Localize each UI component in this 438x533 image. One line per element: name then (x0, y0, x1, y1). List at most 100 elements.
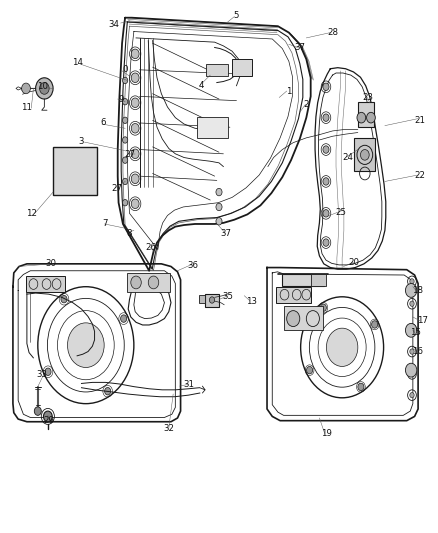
Circle shape (323, 83, 329, 91)
Text: 21: 21 (414, 116, 425, 125)
Circle shape (120, 315, 127, 322)
Circle shape (131, 199, 139, 208)
Text: 35: 35 (222, 292, 233, 301)
Circle shape (410, 371, 414, 376)
Circle shape (61, 295, 67, 303)
Bar (53, 147, 97, 195)
Circle shape (406, 324, 417, 337)
Circle shape (209, 297, 215, 303)
Circle shape (410, 349, 414, 354)
Circle shape (39, 83, 49, 94)
Bar (285, 306, 323, 330)
Text: 37: 37 (220, 229, 231, 238)
Text: 12: 12 (26, 209, 37, 218)
Circle shape (323, 146, 329, 154)
Bar (311, 274, 326, 286)
Text: 5: 5 (234, 11, 239, 20)
Bar (354, 138, 375, 171)
Text: 34: 34 (109, 20, 120, 29)
Circle shape (326, 328, 358, 367)
Circle shape (45, 368, 51, 375)
Text: 20: 20 (349, 258, 360, 266)
Circle shape (216, 203, 222, 211)
Text: 23: 23 (362, 93, 373, 102)
Text: 27: 27 (124, 150, 135, 159)
Circle shape (123, 99, 128, 105)
Text: 31: 31 (183, 380, 194, 389)
Text: 22: 22 (414, 171, 425, 180)
Text: 2: 2 (304, 100, 309, 109)
Circle shape (406, 364, 417, 377)
Bar (276, 287, 311, 303)
Circle shape (67, 323, 104, 368)
Text: 6: 6 (101, 118, 106, 127)
Text: 17: 17 (417, 316, 427, 325)
Circle shape (43, 411, 52, 422)
Circle shape (323, 177, 329, 185)
Text: 15: 15 (410, 328, 421, 337)
Bar (197, 117, 228, 138)
Bar (358, 102, 374, 127)
Text: 32: 32 (163, 424, 174, 433)
Circle shape (21, 83, 30, 94)
Circle shape (148, 276, 159, 289)
Circle shape (131, 98, 139, 108)
Circle shape (131, 49, 139, 59)
Text: 16: 16 (412, 347, 423, 356)
Circle shape (131, 124, 139, 133)
Text: 26: 26 (146, 244, 157, 253)
Text: 10: 10 (37, 82, 48, 91)
Text: 13: 13 (246, 296, 257, 305)
Text: 27: 27 (111, 184, 122, 193)
Bar (199, 295, 205, 303)
Circle shape (123, 77, 128, 84)
Text: 24: 24 (343, 153, 353, 162)
Circle shape (360, 150, 369, 160)
Circle shape (410, 279, 414, 284)
Bar (205, 294, 219, 307)
Circle shape (216, 188, 222, 196)
Text: 8: 8 (127, 229, 132, 238)
Text: 19: 19 (321, 430, 332, 439)
Text: 9: 9 (118, 94, 124, 103)
Circle shape (323, 209, 329, 217)
Circle shape (35, 78, 53, 99)
Circle shape (406, 284, 417, 297)
Circle shape (131, 276, 141, 289)
Text: 25: 25 (336, 208, 347, 217)
Circle shape (123, 199, 128, 206)
Circle shape (123, 178, 128, 184)
Circle shape (367, 112, 375, 123)
Text: 3: 3 (79, 137, 84, 146)
Circle shape (357, 112, 366, 123)
Text: 4: 4 (199, 81, 204, 90)
Circle shape (323, 239, 329, 246)
Circle shape (323, 114, 329, 122)
Circle shape (123, 137, 128, 143)
Circle shape (131, 149, 139, 159)
Bar (232, 59, 252, 76)
Text: 30: 30 (46, 260, 57, 268)
Bar (283, 274, 324, 286)
Bar (206, 64, 228, 76)
Circle shape (371, 321, 378, 328)
Text: 29: 29 (43, 416, 54, 425)
Circle shape (105, 387, 111, 395)
Text: 7: 7 (103, 220, 108, 229)
Circle shape (410, 327, 414, 332)
Circle shape (131, 174, 139, 183)
Text: 1: 1 (286, 86, 292, 95)
Text: 11: 11 (21, 102, 32, 111)
Circle shape (287, 311, 300, 327)
Circle shape (131, 73, 139, 83)
Text: 14: 14 (71, 59, 83, 67)
Circle shape (410, 301, 414, 306)
Circle shape (410, 392, 414, 398)
Text: 37: 37 (294, 43, 305, 52)
Text: 28: 28 (327, 28, 338, 37)
Circle shape (123, 157, 128, 164)
Circle shape (307, 367, 313, 374)
Bar (127, 273, 170, 292)
Circle shape (216, 217, 222, 225)
Circle shape (34, 407, 41, 415)
